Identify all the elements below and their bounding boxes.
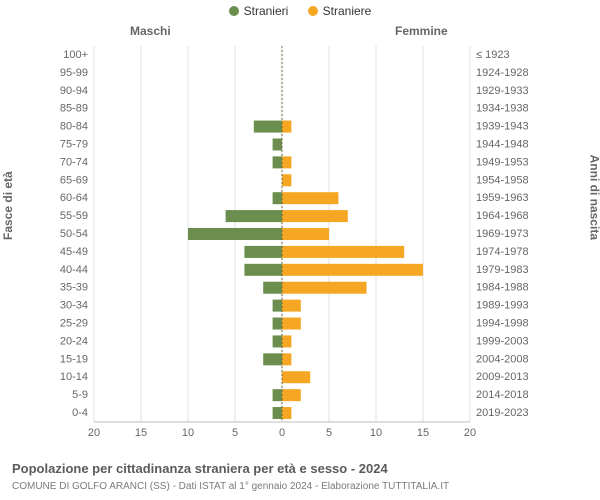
age-label: 85-89: [60, 103, 88, 115]
x-tick-label: 5: [232, 427, 238, 439]
age-label: 100+: [63, 49, 88, 61]
bar-female: [282, 192, 338, 204]
birth-year-label: 2014-2018: [476, 389, 529, 401]
legend-item-male: Stranieri: [229, 4, 289, 18]
legend-label-female: Straniere: [323, 4, 372, 18]
bar-female: [282, 300, 301, 312]
bar-male: [263, 353, 282, 365]
age-label: 95-99: [60, 67, 88, 79]
birth-year-label: 1929-1933: [476, 85, 529, 97]
bar-male: [263, 282, 282, 294]
bar-male: [273, 300, 282, 312]
bar-male: [188, 228, 282, 240]
bar-female: [282, 121, 291, 133]
age-label: 75-79: [60, 138, 88, 150]
x-tick-label: 15: [417, 427, 429, 439]
bar-female: [282, 264, 423, 276]
bar-male: [244, 264, 282, 276]
legend-item-female: Straniere: [308, 4, 372, 18]
bar-female: [282, 210, 348, 222]
y-axis-right-title: Anni di nascita: [587, 155, 600, 240]
x-tick-label: 5: [326, 427, 332, 439]
chart-subcaption: COMUNE DI GOLFO ARANCI (SS) - Dati ISTAT…: [12, 481, 449, 492]
column-title-female: Femmine: [395, 24, 448, 38]
bar-male: [273, 138, 282, 150]
birth-year-label: 1994-1998: [476, 318, 529, 330]
age-label: 0-4: [72, 407, 88, 419]
age-label: 20-24: [60, 335, 88, 347]
bar-male: [273, 389, 282, 401]
bar-male: [273, 407, 282, 419]
x-tick-label: 10: [370, 427, 382, 439]
birth-year-label: 1939-1943: [476, 121, 529, 133]
legend: Stranieri Straniere: [0, 4, 600, 19]
birth-year-label: 1979-1983: [476, 264, 529, 276]
birth-year-label: 1959-1963: [476, 192, 529, 204]
birth-year-label: 2004-2008: [476, 353, 529, 365]
y-axis-left-title: Fasce di età: [1, 171, 15, 240]
birth-year-label: 1984-1988: [476, 282, 529, 294]
bar-male: [273, 318, 282, 330]
birth-year-label: 1969-1973: [476, 228, 529, 240]
bar-female: [282, 389, 301, 401]
bar-male: [226, 210, 282, 222]
age-label: 80-84: [60, 121, 88, 133]
birth-year-label: 1949-1953: [476, 156, 529, 168]
age-label: 50-54: [60, 228, 88, 240]
bar-male: [254, 121, 282, 133]
legend-label-male: Stranieri: [244, 4, 289, 18]
age-label: 90-94: [60, 85, 88, 97]
bar-female: [282, 282, 367, 294]
bar-female: [282, 174, 291, 186]
age-label: 5-9: [72, 389, 88, 401]
birth-year-label: 1999-2003: [476, 335, 529, 347]
age-label: 30-34: [60, 300, 88, 312]
bar-male: [273, 335, 282, 347]
birth-year-label: 1934-1938: [476, 103, 529, 115]
x-tick-label: 20: [88, 427, 100, 439]
birth-year-label: 1974-1978: [476, 246, 529, 258]
bar-male: [273, 192, 282, 204]
x-tick-label: 15: [135, 427, 147, 439]
age-label: 70-74: [60, 156, 88, 168]
bar-female: [282, 156, 291, 168]
bar-female: [282, 228, 329, 240]
birth-year-label: 1924-1928: [476, 67, 529, 79]
bar-female: [282, 353, 291, 365]
bar-male: [273, 156, 282, 168]
age-label: 35-39: [60, 282, 88, 294]
bar-female: [282, 246, 404, 258]
birth-year-label: 1989-1993: [476, 300, 529, 312]
birth-year-label: ≤ 1923: [476, 49, 510, 61]
column-title-male: Maschi: [130, 24, 171, 38]
age-label: 40-44: [60, 264, 88, 276]
age-label: 45-49: [60, 246, 88, 258]
birth-year-label: 2019-2023: [476, 407, 529, 419]
bar-female: [282, 318, 301, 330]
birth-year-label: 1944-1948: [476, 138, 529, 150]
age-label: 65-69: [60, 174, 88, 186]
x-tick-label: 0: [279, 427, 285, 439]
chart-container: Stranieri Straniere Maschi Femmine Fasce…: [0, 0, 600, 500]
bar-female: [282, 407, 291, 419]
birth-year-label: 2009-2013: [476, 371, 529, 383]
x-tick-label: 20: [464, 427, 476, 439]
legend-swatch-male: [229, 6, 239, 16]
birth-year-label: 1954-1958: [476, 174, 529, 186]
population-pyramid-chart: 20 15 10 5 0 5 10 15 20 100+ ≤ 1923 95-99 1924-1928 9…: [54, 42, 534, 442]
age-label: 55-59: [60, 210, 88, 222]
bar-female: [282, 335, 291, 347]
x-tick-label: 10: [182, 427, 194, 439]
age-label: 25-29: [60, 318, 88, 330]
bar-male: [244, 246, 282, 258]
chart-caption: Popolazione per cittadinanza straniera p…: [12, 461, 388, 476]
legend-swatch-female: [308, 6, 318, 16]
age-label: 10-14: [60, 371, 88, 383]
age-label: 60-64: [60, 192, 88, 204]
age-label: 15-19: [60, 353, 88, 365]
bar-female: [282, 371, 310, 383]
birth-year-label: 1964-1968: [476, 210, 529, 222]
